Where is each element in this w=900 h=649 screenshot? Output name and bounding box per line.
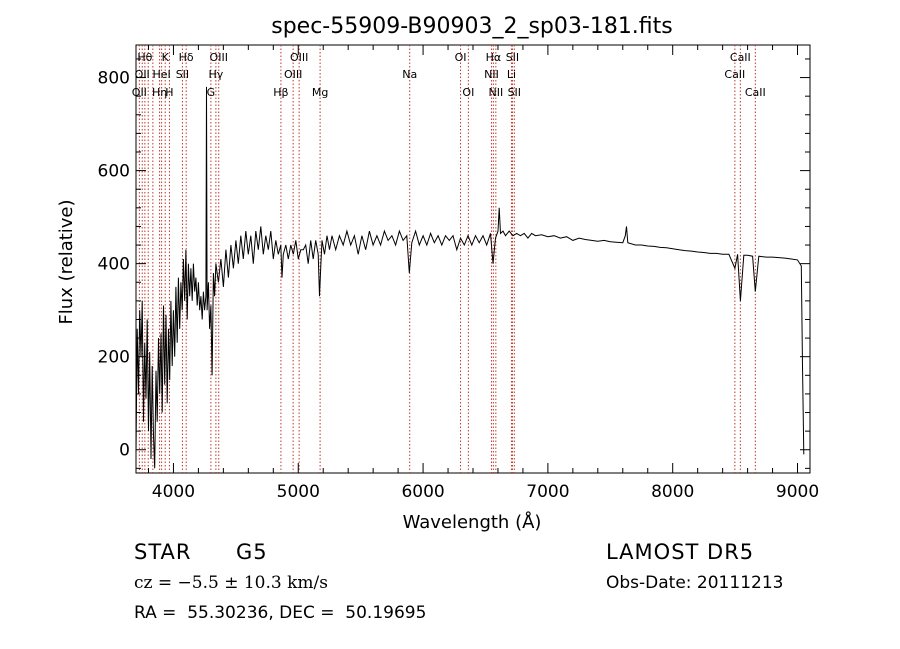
line-label: Hβ (273, 86, 288, 99)
y-tick-label: 800 (98, 69, 130, 89)
line-label: Hδ (179, 51, 194, 64)
line-label: H (165, 86, 173, 99)
y-tick-label: 600 (98, 162, 130, 182)
line-label: Li (507, 68, 516, 81)
spectrum-series (135, 86, 805, 469)
coordinates: RA = 55.30236, DEC = 50.19695 (134, 603, 427, 623)
line-label: Na (402, 68, 417, 81)
line-label: Hγ (208, 68, 223, 81)
object-class: STAR (134, 540, 192, 564)
x-axis: 4000 5000 6000 7000 8000 9000 (147, 45, 819, 502)
line-label: SII (508, 86, 521, 99)
line-label: NII (484, 68, 499, 81)
plot-frame (135, 44, 811, 474)
survey-label: LAMOST DR5 (606, 540, 755, 564)
y-tick-label: 0 (119, 441, 130, 461)
x-axis-label: Wavelength (Å) (403, 511, 542, 533)
y-tick-label: 200 (98, 348, 130, 368)
line-label: CaII (724, 68, 745, 81)
chart-title: spec-55909-B90903_2_sp03-181.fits (271, 14, 673, 39)
line-label: OI (462, 86, 474, 99)
spectral-line-markers (138, 45, 756, 473)
x-tick-label: 9000 (776, 482, 819, 502)
y-tick-label: 400 (98, 255, 130, 275)
line-label: SII (176, 68, 189, 81)
line-label: Hα (486, 51, 502, 64)
line-label: G (207, 86, 216, 99)
x-tick-label: 8000 (651, 482, 694, 502)
line-label: OII (135, 68, 150, 81)
line-label: OIII (290, 51, 308, 64)
line-label: K (162, 51, 170, 64)
object-subclass: G5 (236, 540, 268, 564)
x-tick-label: 7000 (526, 482, 569, 502)
spectral-line-labels: OIIOIIHθHηHeIKHSIIHδGHγOIIIHβOIIIOIIIMgN… (132, 51, 766, 99)
line-label: OII (132, 86, 147, 99)
x-tick-label: 5000 (277, 482, 320, 502)
x-tick-label: 6000 (401, 482, 444, 502)
line-label: OIII (210, 51, 228, 64)
line-label: CaII (730, 51, 751, 64)
y-axis: 0 200 400 600 800 (98, 58, 810, 469)
line-label: CaII (745, 86, 766, 99)
line-label: Hη (152, 86, 167, 99)
spectrum-line (135, 86, 805, 469)
line-label: HeI (152, 68, 170, 81)
redshift-value: cz = −5.5 ± 10.3 km/s (134, 573, 328, 593)
line-label: OI (455, 51, 467, 64)
line-label: Mg (312, 86, 328, 99)
y-axis-label: Flux (relative) (56, 199, 77, 324)
line-label: OIII (284, 68, 302, 81)
line-label: NII (488, 86, 503, 99)
line-label: Hθ (137, 51, 152, 64)
obs-date: Obs-Date: 20111213 (606, 573, 784, 593)
line-label: SII (506, 51, 519, 64)
x-tick-label: 4000 (152, 482, 195, 502)
